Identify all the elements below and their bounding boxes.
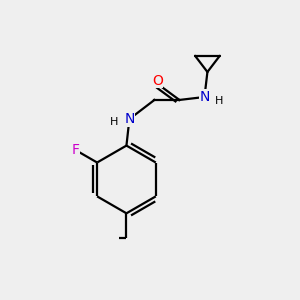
Text: O: O [152, 74, 163, 88]
Text: H: H [110, 117, 118, 127]
Text: N: N [199, 90, 210, 104]
Text: H: H [214, 96, 223, 106]
Text: N: N [124, 112, 135, 126]
Text: F: F [71, 143, 80, 157]
